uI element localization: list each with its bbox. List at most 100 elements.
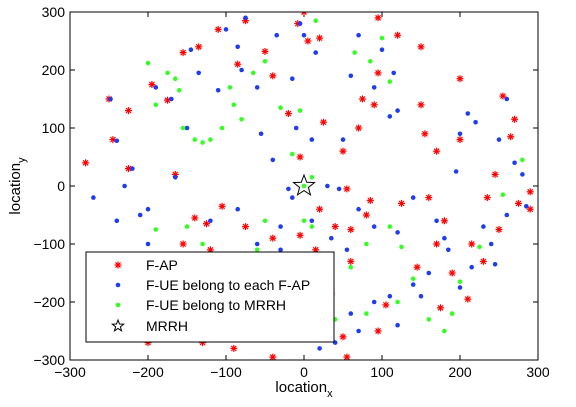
fap-point <box>433 147 441 155</box>
fue-fap-point <box>336 186 342 192</box>
fap-point <box>339 333 347 341</box>
fue-mrrh-point <box>239 117 244 122</box>
fue-fap-point <box>173 175 178 180</box>
fap-point <box>448 269 456 277</box>
legend-label-fue-fap: F-UE belong to each F-AP <box>146 277 310 293</box>
fap-point <box>218 202 226 210</box>
fap-point <box>526 205 534 213</box>
fap-point <box>362 211 370 219</box>
fue-fap-point <box>317 346 322 351</box>
fue-mrrh-point <box>180 125 186 131</box>
fue-fap-point <box>410 195 416 200</box>
fap-point <box>347 257 355 265</box>
fue-fap-point <box>108 96 113 102</box>
y-tick-label: 100 <box>42 120 66 136</box>
x-tick-label: −300 <box>54 364 86 380</box>
fap-point <box>479 257 487 265</box>
y-tick-label: 300 <box>42 4 66 20</box>
tick-labels: −300 −200 −100 0 100 200 300 −300 −200 −100 0 100 20… <box>33 4 549 380</box>
fue-fap-point <box>504 96 510 102</box>
fue-fap-point <box>492 262 498 267</box>
mrrh-point <box>292 173 316 197</box>
fap-point <box>179 240 187 248</box>
fap-point <box>359 95 366 103</box>
fue-mrrh-point <box>153 227 159 232</box>
fue-fap-point <box>348 311 354 316</box>
fue-mrrh-point <box>313 18 319 24</box>
fue-mrrh-point <box>184 224 190 229</box>
fap-point <box>125 165 132 173</box>
fap-point <box>284 110 292 117</box>
fue-fap-point <box>297 21 303 26</box>
fue-fap-point <box>356 32 361 38</box>
fue-mrrh-point <box>231 102 237 108</box>
fue-fap-point <box>278 247 283 253</box>
legend-swatch-fap <box>114 261 122 269</box>
fue-fap-point <box>457 285 463 290</box>
fue-fap-point <box>442 235 447 241</box>
fue-fap-point <box>274 32 280 38</box>
legend-swatch-mrrh <box>110 318 126 333</box>
fap-point <box>374 14 382 22</box>
fue-mrrh-point <box>200 241 205 247</box>
fue-fap-point <box>504 212 510 218</box>
fue-fap-point <box>243 15 248 21</box>
fap-point <box>347 226 355 233</box>
legend-label-mrrh: MRRH <box>146 318 188 334</box>
fue-fap-point <box>387 114 393 119</box>
fap-point <box>417 43 425 51</box>
fue-mrrh-point <box>449 311 455 316</box>
fue-mrrh-point <box>364 241 369 247</box>
fue-fap-point <box>286 186 291 192</box>
x-tick-label: −200 <box>132 364 164 380</box>
fue-mrrh-point <box>200 140 205 145</box>
fue-mrrh-point <box>399 244 404 250</box>
fue-mrrh-point <box>262 218 268 224</box>
fue-fap-point <box>293 125 299 131</box>
fap-point <box>413 263 421 271</box>
mrrh-inner-point <box>301 183 307 189</box>
fap-point <box>370 101 378 109</box>
fue-fap-point <box>410 282 416 287</box>
fap-point <box>206 246 214 254</box>
fue-fap-point <box>122 183 127 189</box>
fap-point <box>320 118 327 126</box>
fue-fap-point <box>254 241 260 247</box>
fap-point <box>515 199 522 207</box>
fue-fap-point <box>290 76 295 81</box>
fue-fap-point <box>235 44 240 50</box>
fap-point <box>300 12 308 16</box>
fue-mrrh-point <box>278 105 283 110</box>
y-axis-label-subscript: y <box>16 157 28 163</box>
fue-fap-point <box>387 293 393 299</box>
fue-fap-point <box>114 138 120 144</box>
fap-point <box>464 295 472 303</box>
plot-frame <box>69 11 539 361</box>
fue-mrrh-point <box>297 108 303 113</box>
fue-mrrh-point <box>387 79 393 84</box>
fap-point <box>394 31 402 39</box>
fap-point <box>491 170 499 178</box>
fue-mrrh-point <box>348 264 354 270</box>
fap-point <box>339 147 347 155</box>
fue-fap-point <box>496 137 502 142</box>
y-tick-label: 0 <box>57 178 65 194</box>
y-axis-label: locationy <box>7 157 28 215</box>
legend-box <box>85 251 335 343</box>
fap-point <box>296 153 304 161</box>
fap-point <box>304 37 312 45</box>
fue-fap-point <box>325 183 330 189</box>
fue-fap-point <box>329 235 334 241</box>
fap-point <box>296 231 304 239</box>
fue-mrrh-point <box>219 125 225 131</box>
fue-mrrh-point <box>60 210 65 215</box>
fap-point <box>82 159 90 167</box>
x-tick-label: 0 <box>300 364 308 380</box>
fap-point <box>437 304 444 312</box>
fue-fap-point <box>434 218 439 224</box>
fue-fap-point <box>278 224 283 229</box>
fap-point <box>269 353 277 360</box>
y-tick-label: 200 <box>42 62 66 78</box>
fap-point <box>425 194 433 202</box>
fap-point <box>230 344 238 352</box>
